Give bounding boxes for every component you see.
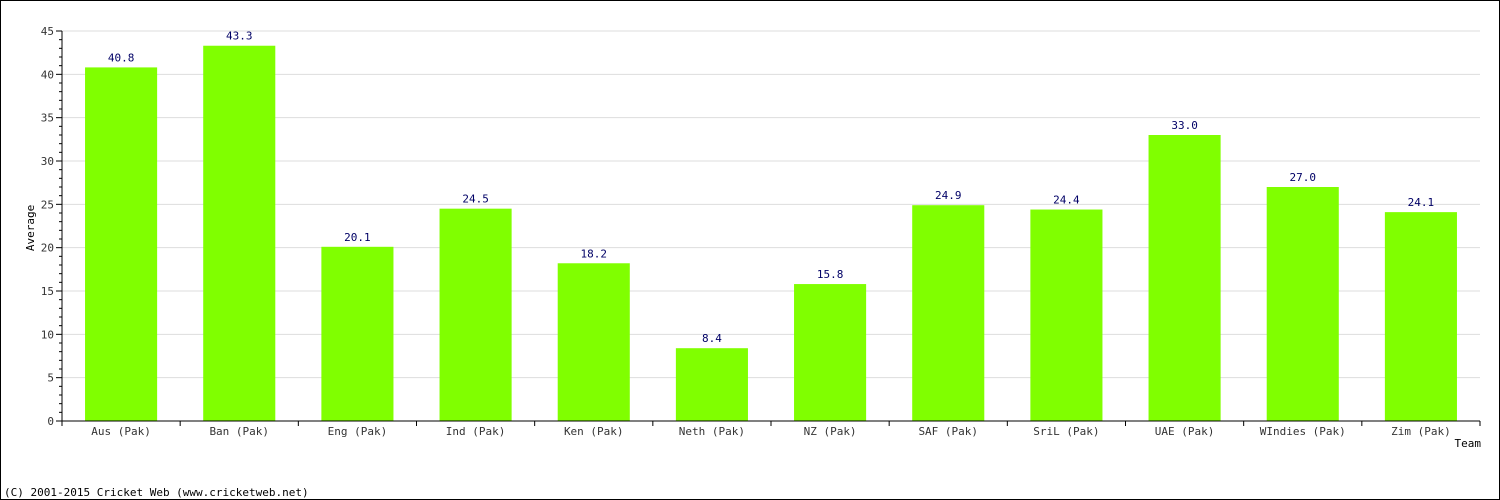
bar-value-label: 18.2 xyxy=(581,247,608,260)
bar xyxy=(85,67,158,422)
axes xyxy=(56,30,1481,426)
x-category-label: Aus (Pak) xyxy=(91,425,151,438)
bar xyxy=(1384,212,1457,421)
y-tick-label: 30 xyxy=(41,155,54,168)
x-category-label: Ban (Pak) xyxy=(209,425,269,438)
bar-value-label: 8.4 xyxy=(702,332,722,345)
bar xyxy=(675,348,748,421)
y-tick-label: 40 xyxy=(41,68,54,81)
bar xyxy=(203,45,276,421)
x-category-label: Neth (Pak) xyxy=(679,425,745,438)
bar xyxy=(1266,187,1339,421)
x-category-label: Ind (Pak) xyxy=(446,425,506,438)
bar-value-label: 40.8 xyxy=(108,51,135,64)
bar xyxy=(1148,135,1221,421)
bar-value-label: 24.9 xyxy=(935,189,962,202)
y-tick-label: 45 xyxy=(41,25,54,38)
bar xyxy=(557,263,630,421)
bar xyxy=(439,208,512,421)
bar-value-label: 15.8 xyxy=(817,268,844,281)
bar-value-label: 33.0 xyxy=(1171,119,1198,132)
bar-value-label: 43.3 xyxy=(226,30,253,43)
y-tick-label: 0 xyxy=(47,415,54,428)
x-category-label: Zim (Pak) xyxy=(1391,425,1451,438)
x-category-label: Eng (Pak) xyxy=(328,425,388,438)
gridlines xyxy=(62,30,1480,379)
x-category-label: UAE (Pak) xyxy=(1155,425,1215,438)
bar-value-label: 27.0 xyxy=(1290,171,1317,184)
x-category-label: NZ (Pak) xyxy=(804,425,857,438)
bar-value-label: 20.1 xyxy=(344,231,371,244)
x-category-label: WIndies (Pak) xyxy=(1260,425,1346,438)
labels: 0 5 10 15 20 25 30 35 40 45 40.8 Aus (Pak) 43.3 Ban (… xyxy=(41,25,1451,438)
bar xyxy=(1030,209,1103,421)
bar-value-label: 24.4 xyxy=(1053,194,1080,207)
bar-value-label: 24.1 xyxy=(1408,196,1435,209)
y-tick-label: 35 xyxy=(41,112,54,125)
x-category-label: Ken (Pak) xyxy=(564,425,624,438)
y-tick-label: 15 xyxy=(41,285,54,298)
x-category-label: SriL (Pak) xyxy=(1033,425,1099,438)
bar-value-label: 24.5 xyxy=(462,193,489,206)
bar xyxy=(321,246,394,421)
copyright-credit: (C) 2001-2015 Cricket Web (www.cricketwe… xyxy=(4,486,309,499)
bars xyxy=(85,45,1457,422)
y-tick-label: 20 xyxy=(41,242,54,255)
bar xyxy=(912,205,985,421)
y-tick-label: 5 xyxy=(47,372,54,385)
y-tick-label: 25 xyxy=(41,198,54,211)
bar xyxy=(794,284,867,421)
x-axis-title: Team xyxy=(1455,437,1482,450)
y-tick-label: 10 xyxy=(41,328,54,341)
y-axis-title: Average xyxy=(24,205,37,251)
x-category-label: SAF (Pak) xyxy=(918,425,978,438)
